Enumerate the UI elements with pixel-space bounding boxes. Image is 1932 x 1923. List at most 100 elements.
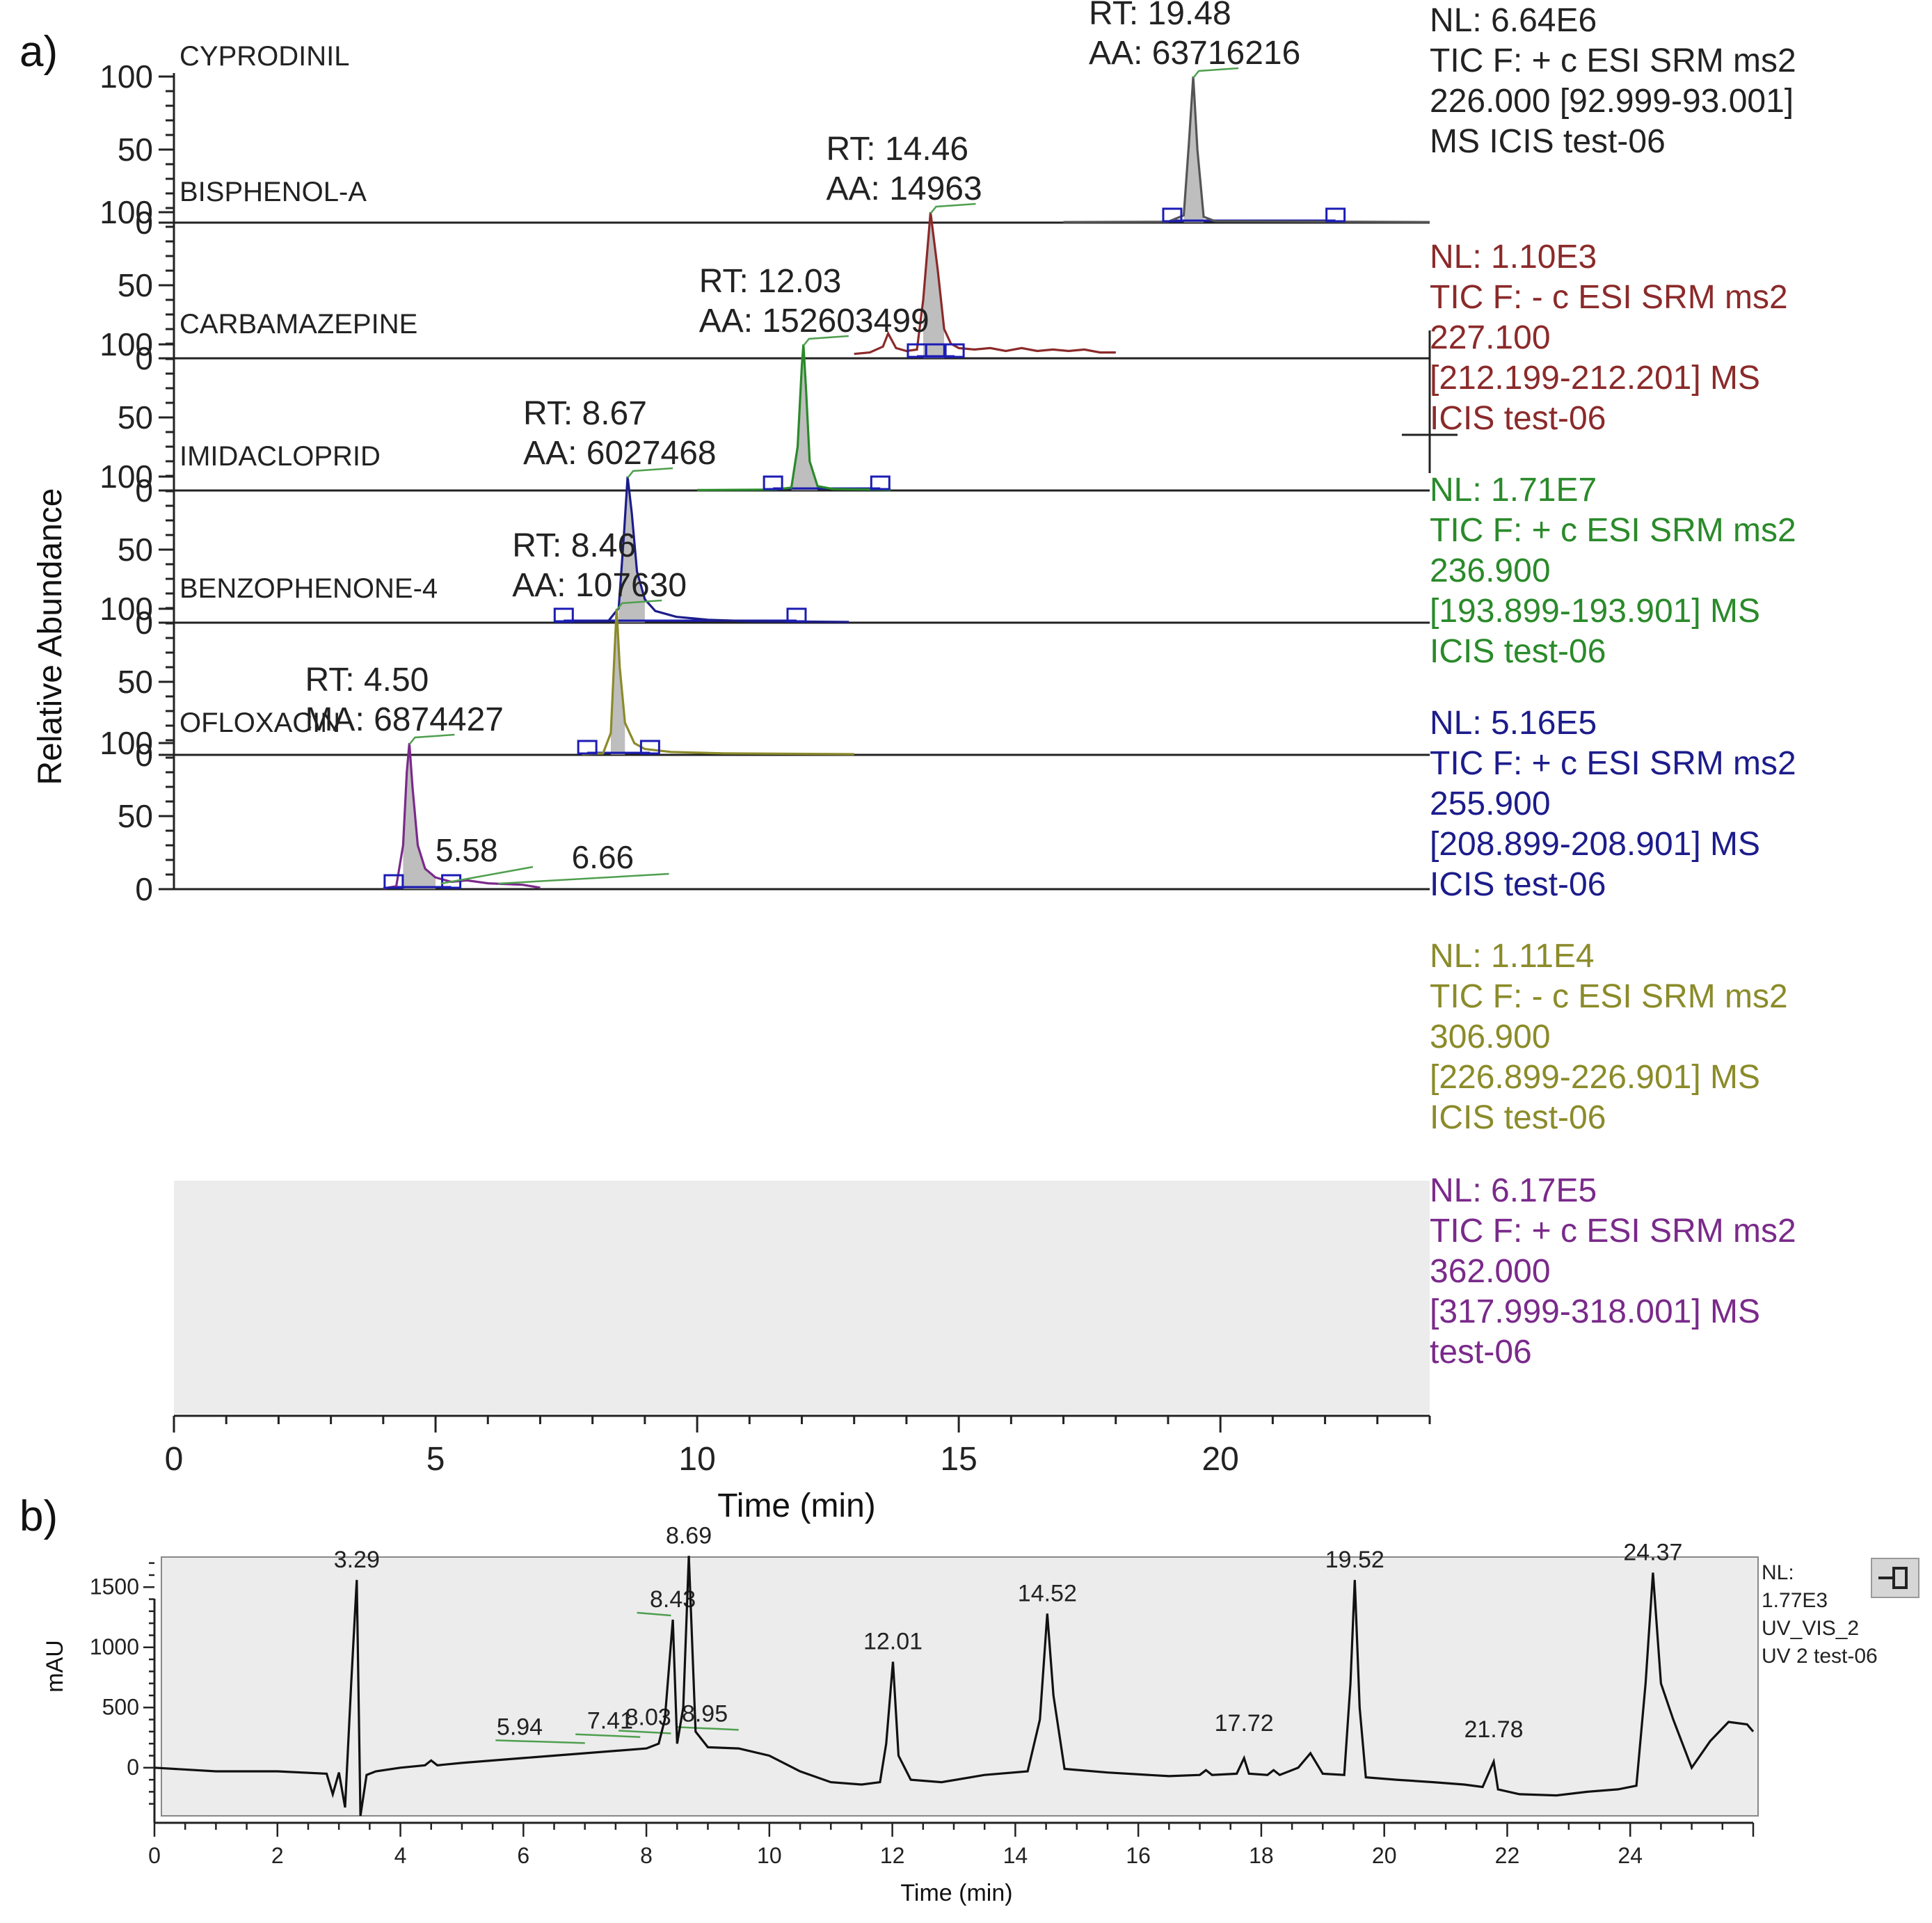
x-tick-label: 16 xyxy=(1126,1843,1151,1868)
area-label: MA: 6874427 xyxy=(305,701,504,738)
area-label: AA: 152603499 xyxy=(699,303,929,340)
peak-label: 19.52 xyxy=(1325,1547,1384,1573)
y-tick-label: 50 xyxy=(118,532,153,568)
info-line: ICIS test-06 xyxy=(1430,1099,1606,1136)
y-tick-label: 0 xyxy=(135,605,153,641)
rt-label: RT: 12.03 xyxy=(699,263,842,300)
compound-name: OFLOXACIN xyxy=(179,708,340,738)
peak-label: 8.69 xyxy=(666,1522,712,1549)
info-line: ICIS test-06 xyxy=(1430,633,1606,670)
x-tick-label: 2 xyxy=(271,1843,284,1868)
info-line: 236.900 xyxy=(1430,552,1551,589)
info-line: UV 2 test-06 xyxy=(1762,1645,1878,1668)
peak-label: 17.72 xyxy=(1215,1710,1274,1737)
chromatogram-trace xyxy=(383,742,541,890)
info-line: MS ICIS test-06 xyxy=(1430,123,1666,160)
info-line: 227.100 xyxy=(1430,319,1551,356)
info-line: [317.999-318.001] MS xyxy=(1430,1293,1760,1330)
integration-marker xyxy=(786,607,807,623)
y-tick-label: 0 xyxy=(135,871,153,907)
x-tick-label: 6 xyxy=(517,1843,529,1868)
panel-a-x-axis-label: Time (min) xyxy=(717,1487,876,1524)
y-tick-label: 100 xyxy=(99,58,153,95)
info-line: NL: 6.17E5 xyxy=(1430,1172,1597,1209)
x-tick-label: 4 xyxy=(394,1843,407,1868)
x-tick-label: 5 xyxy=(426,1441,445,1478)
peak-label: 8.95 xyxy=(682,1700,728,1727)
x-tick-label: 20 xyxy=(1201,1441,1238,1478)
panel-b-peak-labels: 3.295.94 7.418.038.438.698.9512.0114.5217… xyxy=(334,1522,1682,1744)
info-line: NL: 6.64E6 xyxy=(1430,2,1597,39)
integration-marker xyxy=(441,874,462,889)
annotation-leader xyxy=(637,1611,671,1617)
info-line: ICIS test-06 xyxy=(1430,400,1606,437)
panel-b-plot-area xyxy=(161,1556,1759,1817)
info-line: TIC F: - c ESI SRM ms2 xyxy=(1430,279,1788,316)
rt-label: RT: 14.46 xyxy=(827,131,969,168)
panel-a-y-axis-label: Relative Abundance xyxy=(32,488,69,785)
integration-marker xyxy=(1325,207,1346,223)
info-line: NL: 1.11E4 xyxy=(1430,938,1595,975)
x-tick-label: 0 xyxy=(165,1441,184,1478)
info-line: 226.000 [92.999-93.001] xyxy=(1430,83,1794,120)
secondary-peak-label: 6.66 xyxy=(572,839,634,875)
info-line: [193.899-193.901] MS xyxy=(1430,593,1760,630)
annotation-leader xyxy=(498,872,669,885)
x-tick-label: 12 xyxy=(880,1843,905,1868)
chromatogram-trace xyxy=(582,608,854,756)
info-line: NL: 5.16E5 xyxy=(1430,705,1597,742)
info-line: TIC F: + c ESI SRM ms2 xyxy=(1430,512,1796,549)
integration-marker xyxy=(383,874,404,889)
y-tick-label: 500 xyxy=(102,1694,139,1719)
info-line: [226.899-226.901] MS xyxy=(1430,1059,1760,1096)
annotation-leader xyxy=(802,335,849,346)
annotation-leader xyxy=(495,1739,585,1744)
compound-name: CYPRODINIL xyxy=(179,41,350,72)
peak-label: 24.37 xyxy=(1623,1539,1682,1565)
info-line: TIC F: + c ESI SRM ms2 xyxy=(1430,1213,1796,1250)
panel-a-label: a) xyxy=(19,28,58,76)
rt-label: RT: 4.50 xyxy=(305,662,429,699)
y-tick-label: 1000 xyxy=(90,1634,139,1659)
peak-label: 3.29 xyxy=(334,1547,380,1573)
panel-b-info-text: NL: 1.77E3 UV_VIS_2 UV 2 test-06 xyxy=(1762,1561,1878,1668)
x-tick-label: 15 xyxy=(940,1441,977,1478)
secondary-peak-label: 5.58 xyxy=(436,832,498,868)
panel-b-label: b) xyxy=(19,1492,58,1540)
info-line: UV_VIS_2 xyxy=(1762,1617,1859,1640)
y-tick-label: 100 xyxy=(99,326,153,362)
peak-label: 21.78 xyxy=(1464,1716,1523,1743)
info-line: TIC F: + c ESI SRM ms2 xyxy=(1430,42,1796,79)
info-block-ofloxacin: NL: 6.17E5 TIC F: + c ESI SRM ms2362.000[… xyxy=(1430,1172,1796,1371)
y-tick-label: 100 xyxy=(99,458,153,495)
area-label: AA: 107630 xyxy=(512,567,687,604)
y-tick-label: 100 xyxy=(99,194,153,230)
area-label: AA: 6027468 xyxy=(523,435,717,472)
x-tick-label: 20 xyxy=(1372,1843,1397,1868)
y-tick-label: 50 xyxy=(118,798,153,834)
panel-b-y-axis-label: mAU xyxy=(42,1640,68,1693)
y-tick-label: 50 xyxy=(118,267,153,303)
y-tick-label: 1500 xyxy=(90,1574,139,1599)
x-tick-label: 10 xyxy=(678,1441,715,1478)
pin-icon[interactable] xyxy=(1871,1558,1919,1598)
y-tick-label: 50 xyxy=(118,131,153,168)
annotation-leader xyxy=(929,202,976,214)
annotation-leader xyxy=(440,865,534,885)
peak-area-fill xyxy=(611,609,625,755)
panel-b-x-axis-label: Time (min) xyxy=(900,1880,1012,1906)
annotation-leader xyxy=(616,599,662,611)
info-line: NL: xyxy=(1762,1561,1794,1584)
